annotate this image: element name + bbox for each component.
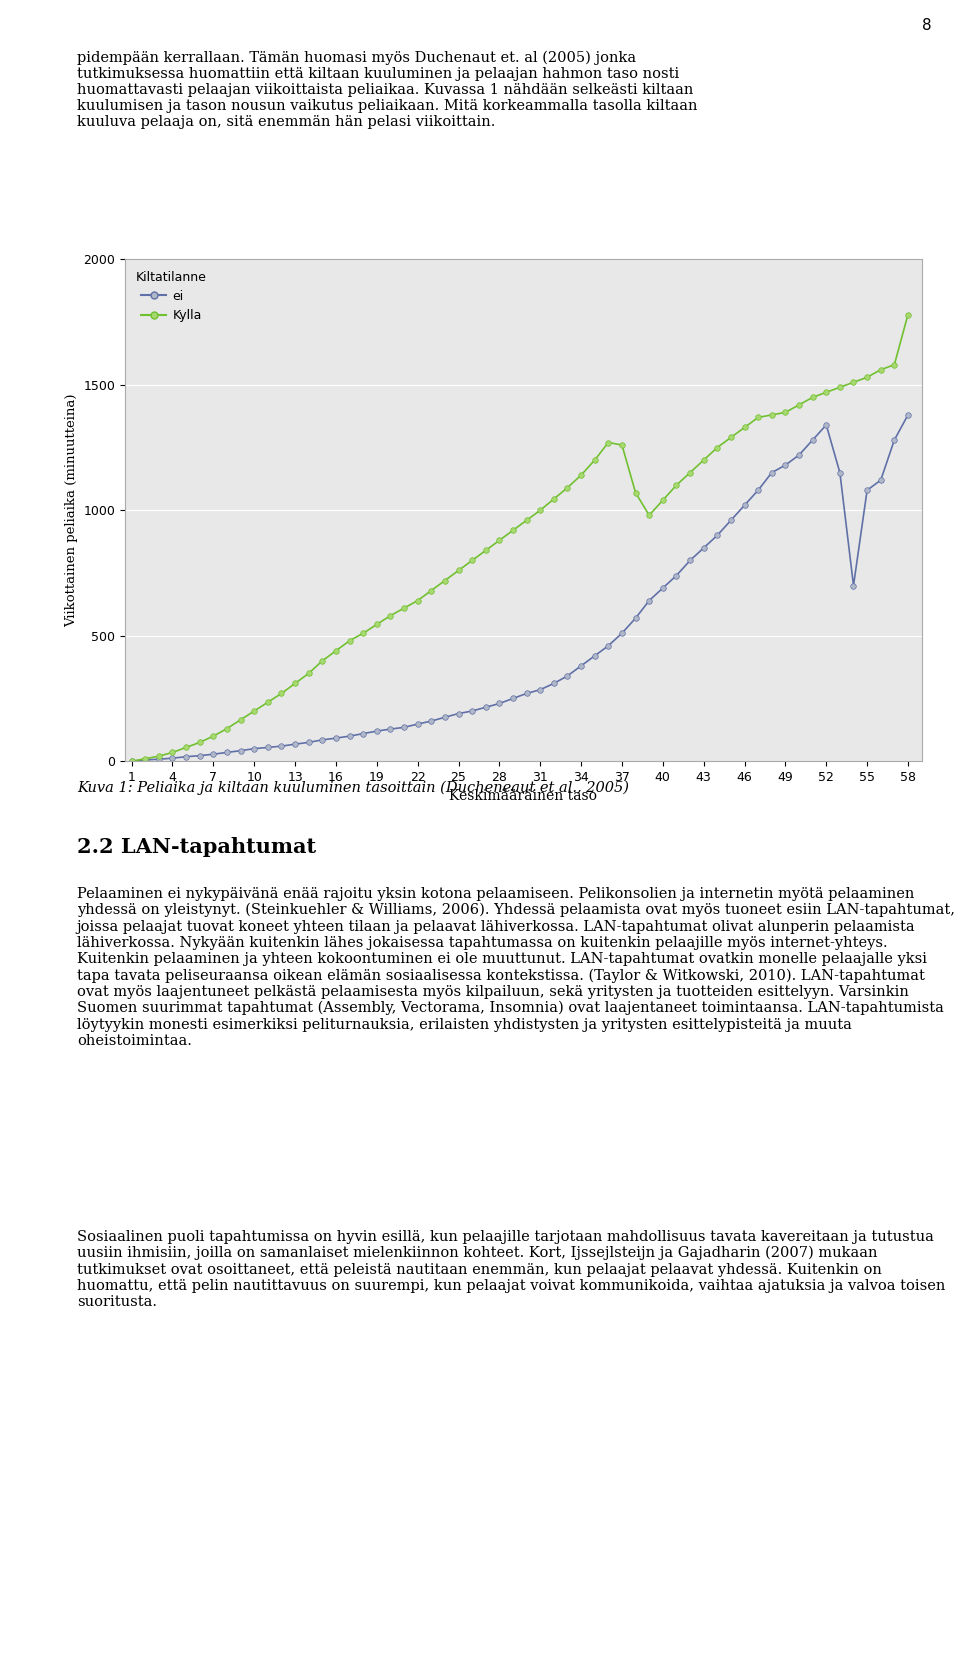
Kylla [875,360,886,380]
Kylla [902,304,914,325]
Legend: ei, Kylla: ei, Kylla [132,266,212,326]
Y-axis label: Viikottainen peliaika (minuutteina): Viikottainen peliaika (minuutteina) [64,393,78,627]
Line: Kylla: Kylla [129,311,911,765]
ei [317,729,328,750]
ei [698,539,709,559]
X-axis label: Keskimääräinen taso: Keskimääräinen taso [449,790,597,803]
Kylla [780,402,791,422]
Kylla [698,450,709,470]
Text: Pelaaminen ei nykypäivänä enää rajoitu yksin kotona pelaamiseen. Pelikonsolien j: Pelaaminen ei nykypäivänä enää rajoitu y… [77,887,955,1047]
ei [902,405,914,425]
Kylla [317,651,328,671]
Line: ei: ei [129,412,911,765]
Kylla [303,663,315,683]
ei [126,751,137,771]
ei [643,591,655,611]
ei [780,455,791,475]
Text: Sosiaalinen puoli tapahtumissa on hyvin esillä, kun pelaajille tarjotaan mahdoll: Sosiaalinen puoli tapahtumissa on hyvin … [77,1230,946,1308]
ei [875,470,886,490]
ei [303,733,315,753]
Text: 8: 8 [922,18,931,32]
Kylla [643,505,655,525]
Text: 2.2 LAN-tapahtumat: 2.2 LAN-tapahtumat [77,836,316,857]
Text: pidempään kerrallaan. Tämän huomasi myös Duchenaut et. al (2005) jonka
tutkimuks: pidempään kerrallaan. Tämän huomasi myös… [77,50,697,129]
Text: Kuva 1: Peliaika ja kiltaan kuuluminen tasoittain (Ducheneaut et al., 2005): Kuva 1: Peliaika ja kiltaan kuuluminen t… [77,781,629,795]
Kylla [126,751,137,771]
